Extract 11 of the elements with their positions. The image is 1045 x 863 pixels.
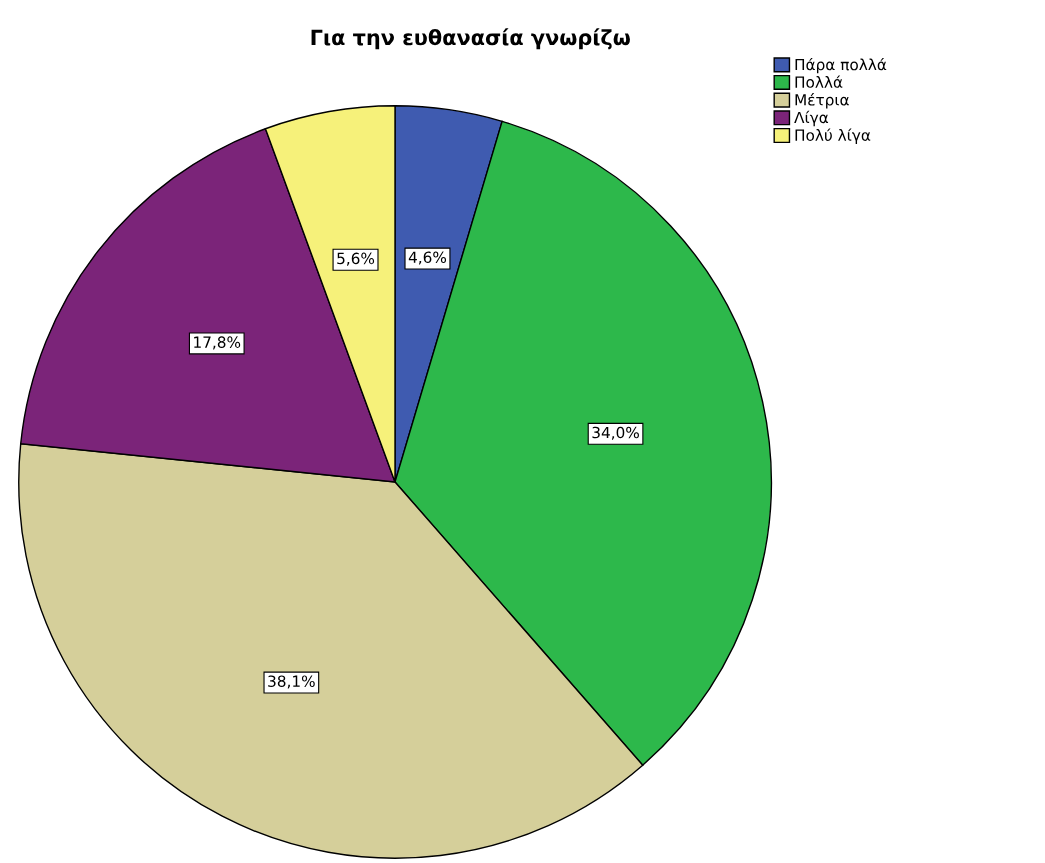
data-label: 38,1%	[268, 675, 315, 689]
data-label: 4,6%	[408, 251, 447, 265]
legend-label: Πολύ λίγα	[795, 128, 871, 144]
chart-title: Για την ευθανασία γνωρίζω	[311, 28, 630, 50]
data-label: 17,8%	[194, 336, 241, 350]
legend-label: Μέτρια	[795, 93, 849, 109]
data-label: 5,6%	[337, 252, 375, 266]
data-label: 34,0%	[592, 426, 639, 440]
legend-label: Πάρα πολλά	[795, 57, 887, 74]
legend-label: Πολλά	[795, 75, 843, 88]
legend-label: Λίγα	[794, 110, 829, 127]
